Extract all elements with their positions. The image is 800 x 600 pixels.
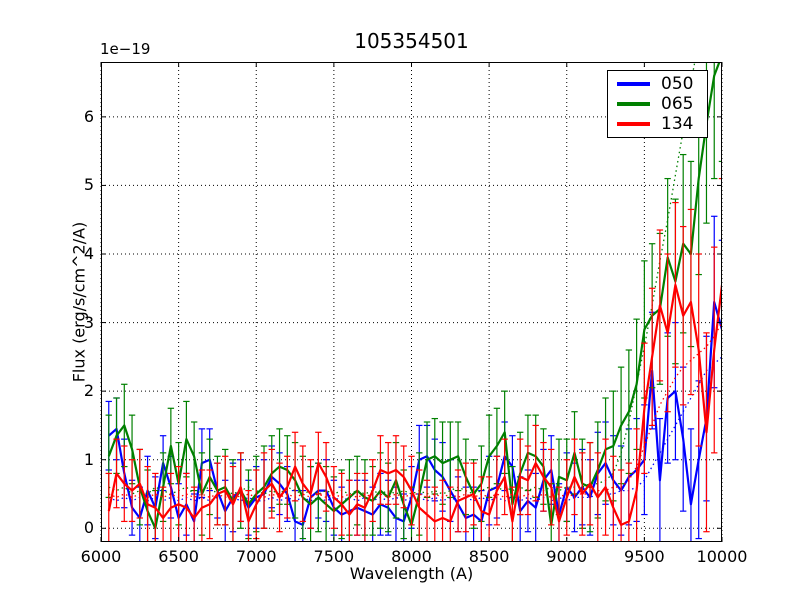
x-tick-label: 8000	[391, 547, 432, 566]
legend-line-sample-blue	[617, 82, 650, 86]
y-tick-label: 1	[83, 449, 94, 469]
y-tick-label: 0	[83, 518, 94, 538]
y-axis-offset-text: 1e−19	[100, 40, 151, 58]
x-tick-label: 6000	[80, 547, 122, 566]
x-tick-label: 6500	[158, 547, 199, 566]
y-tick-label: 2	[83, 381, 94, 401]
y-tick-label: 3	[83, 312, 94, 332]
spectrum-line-134	[107, 283, 722, 527]
tick-marks	[100, 62, 723, 542]
spectrum-line-065	[107, 62, 721, 530]
legend-line-sample-green	[617, 102, 650, 106]
y-tick-label: 4	[83, 244, 94, 263]
y-tick-label: 5	[83, 175, 94, 195]
x-axis-label: Wavelength (A)	[349, 564, 474, 583]
legend-line-sample-red	[617, 122, 650, 126]
x-tick-label: 7500	[313, 547, 355, 566]
x-tick-label: 9500	[624, 547, 665, 566]
legend-label: 065	[661, 94, 694, 114]
legend-item-050: 050	[617, 74, 698, 94]
error-bars-134	[105, 177, 722, 542]
noise-line-065	[108, 62, 696, 495]
data-layer	[105, 62, 722, 542]
legend: 050 065 134	[607, 70, 708, 138]
spectrum-line-050	[108, 300, 722, 527]
x-tick-label: 10000	[696, 547, 748, 566]
x-tick-label: 8500	[468, 547, 510, 566]
x-tick-label: 9000	[546, 547, 588, 566]
legend-item-065: 065	[617, 94, 698, 114]
legend-label: 050	[661, 74, 694, 94]
legend-label: 134	[661, 114, 694, 134]
y-tick-label: 6	[83, 106, 94, 126]
x-tick-label: 7000	[235, 547, 277, 566]
legend-item-134: 134	[617, 114, 698, 134]
plot-title: 105354501	[354, 29, 469, 53]
